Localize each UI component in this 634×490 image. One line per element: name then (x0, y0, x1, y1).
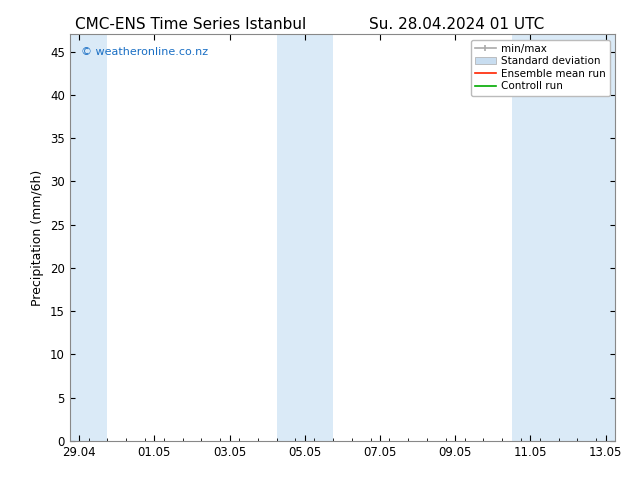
Text: CMC-ENS Time Series Istanbul: CMC-ENS Time Series Istanbul (75, 17, 306, 32)
Text: © weatheronline.co.nz: © weatheronline.co.nz (81, 47, 208, 56)
Y-axis label: Precipitation (mm/6h): Precipitation (mm/6h) (32, 170, 44, 306)
Bar (276, 34, 333, 441)
Bar (70, 34, 107, 441)
Bar (512, 34, 615, 441)
Text: Su. 28.04.2024 01 UTC: Su. 28.04.2024 01 UTC (369, 17, 544, 32)
Legend: min/max, Standard deviation, Ensemble mean run, Controll run: min/max, Standard deviation, Ensemble me… (470, 40, 610, 96)
